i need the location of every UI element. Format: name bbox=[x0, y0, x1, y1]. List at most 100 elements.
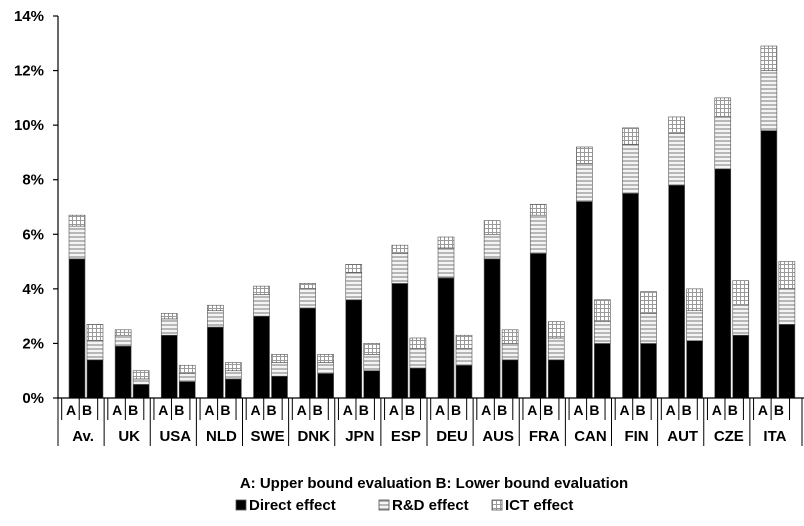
bar-segment-direct-effect-b bbox=[455, 364, 473, 399]
bar-segment-r-d-effect-a bbox=[160, 318, 178, 336]
bar-segment-direct-effect-b bbox=[409, 367, 427, 399]
bar-segment-ict-effect-b bbox=[178, 364, 196, 374]
bar-segment-ict-effect-a bbox=[760, 45, 778, 71]
bar-label-b: B bbox=[220, 402, 230, 418]
category-label: ESP bbox=[391, 428, 421, 445]
bar-segment-ict-effect-b bbox=[225, 362, 242, 372]
bar-label-b: B bbox=[405, 402, 415, 418]
bar-segment-ict-effect-a bbox=[529, 203, 547, 216]
bar-label-b: B bbox=[497, 402, 507, 418]
bars-group bbox=[68, 45, 796, 399]
bar-label-b: B bbox=[313, 402, 323, 418]
bar-segment-r-d-effect-a bbox=[68, 225, 86, 260]
bar-segment-direct-effect-a bbox=[437, 277, 455, 399]
bar-label-b: B bbox=[589, 402, 599, 418]
category-label: FRA bbox=[529, 428, 560, 445]
bar-segment-r-d-effect-a bbox=[207, 310, 224, 328]
bar-segment-r-d-effect-b bbox=[455, 348, 473, 366]
bar-segment-r-d-effect-b bbox=[778, 288, 796, 325]
bar-label-b: B bbox=[174, 402, 184, 418]
bar-segment-ict-effect-b bbox=[640, 291, 657, 314]
legend-label: ICT effect bbox=[505, 497, 573, 514]
bar-segment-direct-effect-a bbox=[622, 193, 639, 399]
bar-segment-direct-effect-b bbox=[363, 370, 381, 399]
bar-segment-direct-effect-a bbox=[760, 130, 778, 399]
bar-segment-r-d-effect-b bbox=[640, 313, 657, 344]
bar-label-a: A bbox=[389, 402, 399, 418]
bar-segment-direct-effect-a bbox=[253, 315, 270, 399]
bar-segment-r-d-effect-a bbox=[299, 288, 316, 309]
bar-segment-ict-effect-b bbox=[409, 337, 427, 350]
category-label: JPN bbox=[345, 428, 374, 445]
bar-segment-direct-effect-a bbox=[483, 258, 501, 399]
bar-segment-direct-effect-b bbox=[778, 324, 796, 399]
bar-segment-r-d-effect-b bbox=[132, 378, 150, 385]
bar-segment-direct-effect-a bbox=[529, 253, 547, 399]
bar-segment-ict-effect-b bbox=[132, 370, 150, 380]
bar-segment-ict-effect-a bbox=[622, 127, 639, 145]
bar-segment-ict-effect-a bbox=[207, 304, 224, 311]
bar-label-a: A bbox=[343, 402, 353, 418]
bar-segment-ict-effect-b bbox=[547, 321, 565, 339]
bar-segment-ict-effect-a bbox=[483, 220, 501, 235]
legend: Direct effect R&D effect ICT effect bbox=[235, 497, 573, 514]
legend-label: R&D effect bbox=[392, 497, 469, 514]
bar-segment-direct-effect-a bbox=[668, 184, 685, 399]
bound-note: A: Upper bound evaluation B: Lower bound… bbox=[240, 475, 628, 492]
bar-segment-ict-effect-b bbox=[594, 299, 611, 322]
bar-label-a: A bbox=[712, 402, 722, 418]
bar-segment-ict-effect-a bbox=[114, 329, 132, 336]
bar-segment-direct-effect-a bbox=[714, 168, 732, 399]
bar-segment-r-d-effect-a bbox=[483, 233, 501, 260]
bar-segment-direct-effect-b bbox=[501, 359, 519, 399]
bar-segment-direct-effect-a bbox=[207, 326, 224, 399]
bar-segment-r-d-effect-a bbox=[668, 133, 685, 186]
bar-segment-ict-effect-a bbox=[299, 283, 316, 290]
category-label: FIN bbox=[624, 428, 648, 445]
bar-segment-r-d-effect-a bbox=[760, 70, 778, 131]
bar-label-b: B bbox=[359, 402, 369, 418]
y-tick-label: 12% bbox=[14, 63, 44, 80]
bar-segment-direct-effect-a bbox=[114, 345, 132, 399]
category-label: AUT bbox=[667, 428, 698, 445]
bar-label-a: A bbox=[158, 402, 168, 418]
bar-segment-r-d-effect-a bbox=[576, 163, 593, 202]
bar-segment-direct-effect-b bbox=[640, 343, 657, 399]
bar-label-b: B bbox=[635, 402, 645, 418]
bar-segment-ict-effect-b bbox=[363, 343, 381, 355]
bar-segment-ict-effect-b bbox=[501, 329, 519, 344]
bar-segment-r-d-effect-a bbox=[253, 294, 270, 317]
legend-label: Direct effect bbox=[249, 497, 336, 514]
bar-label-a: A bbox=[204, 402, 214, 418]
bar-segment-direct-effect-b bbox=[686, 340, 703, 399]
bar-segment-r-d-effect-b bbox=[594, 321, 611, 344]
bar-label-b: B bbox=[774, 402, 784, 418]
bar-segment-r-d-effect-a bbox=[622, 143, 639, 194]
bar-segment-r-d-effect-b bbox=[317, 362, 334, 374]
bar-segment-r-d-effect-b bbox=[732, 304, 750, 336]
bar-segment-ict-effect-b bbox=[271, 354, 288, 363]
bar-label-b: B bbox=[82, 402, 92, 418]
category-label: CZE bbox=[714, 428, 744, 445]
category-label: AUS bbox=[482, 428, 514, 445]
bar-segment-direct-effect-b bbox=[271, 375, 288, 399]
bar-segment-r-d-effect-a bbox=[391, 253, 409, 284]
bar-segment-direct-effect-a bbox=[160, 334, 178, 399]
y-tick-label: 6% bbox=[22, 226, 44, 243]
category-label: CAN bbox=[574, 428, 607, 445]
bar-segment-ict-effect-a bbox=[253, 285, 270, 295]
category-label: NLD bbox=[206, 428, 237, 445]
bar-label-a: A bbox=[573, 402, 583, 418]
y-tick-label: 0% bbox=[22, 390, 44, 407]
bar-label-a: A bbox=[619, 402, 629, 418]
bar-segment-direct-effect-a bbox=[68, 258, 86, 399]
bar-segment-ict-effect-b bbox=[778, 261, 796, 290]
bar-label-a: A bbox=[481, 402, 491, 418]
bar-segment-direct-effect-b bbox=[547, 359, 565, 399]
bar-label-a: A bbox=[666, 402, 676, 418]
y-tick-label: 4% bbox=[22, 281, 44, 298]
legend-swatch bbox=[491, 499, 503, 511]
bar-segment-direct-effect-a bbox=[345, 299, 363, 399]
